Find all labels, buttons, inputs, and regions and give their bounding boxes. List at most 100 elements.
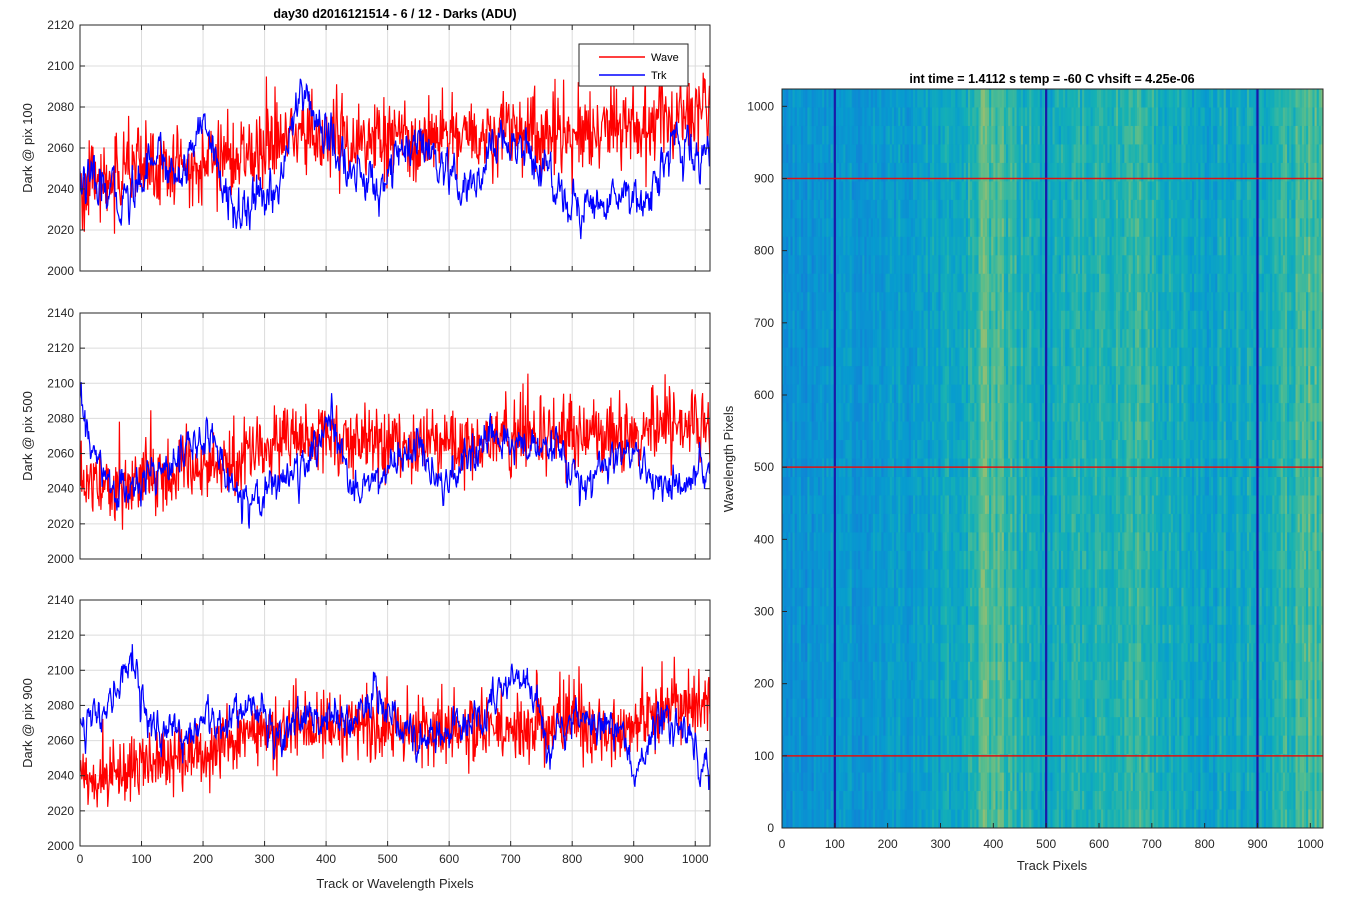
heatmap-cell: [940, 624, 944, 644]
heatmap-cell: [932, 513, 935, 533]
heatmap-cell: [805, 754, 808, 773]
heatmap-cell: [932, 440, 935, 459]
heatmap-cell: [929, 310, 933, 330]
heatmap-cell: [1006, 569, 1009, 589]
heatmap-cell: [963, 218, 967, 238]
heatmap-cell: [894, 772, 897, 792]
heatmap-cell: [830, 661, 834, 681]
heatmap-cell: [788, 273, 791, 293]
heatmap-cell: [796, 495, 800, 515]
heatmap-cell: [929, 569, 933, 589]
heatmap-cell: [963, 532, 967, 552]
heatmap-cell: [974, 144, 977, 164]
heatmap-cell: [847, 162, 851, 182]
heatmap-cell: [883, 144, 886, 164]
heatmap-cell: [959, 661, 963, 681]
heatmap-cell: [1006, 680, 1009, 700]
heatmap-cell: [828, 125, 831, 145]
heatmap-cell: [877, 255, 880, 275]
heatmap-cell: [845, 532, 848, 552]
heatmap-cell: [782, 754, 785, 773]
x-tick-label: 500: [378, 852, 398, 866]
heatmap-cell: [1006, 255, 1009, 275]
heatmap-cell: [851, 791, 855, 810]
heatmap-cell: [991, 329, 994, 349]
heatmap-cell: [891, 329, 895, 349]
heatmap-cell: [889, 310, 893, 330]
heatmap-cell: [925, 532, 929, 552]
heatmap-cell: [915, 772, 918, 792]
heatmap-cell: [904, 643, 908, 663]
heatmap-cell: [1001, 273, 1005, 293]
heatmap-cell: [855, 569, 859, 589]
heatmap-cell: [1016, 107, 1020, 127]
heatmap-cell: [834, 661, 838, 681]
heatmap-cell: [991, 680, 994, 700]
heatmap-cell: [851, 643, 855, 663]
heatmap-cell: [815, 89, 819, 108]
heatmap-cell: [792, 680, 796, 700]
heatmap-cell: [921, 384, 924, 404]
heatmap-cell: [874, 624, 878, 644]
heatmap-cell: [1029, 809, 1032, 829]
heatmap-cell: [784, 476, 787, 496]
heatmap-cell: [817, 162, 821, 182]
heatmap-cell: [889, 218, 893, 238]
heatmap-cell: [801, 199, 804, 219]
heatmap-cell: [790, 366, 793, 386]
heatmap-cell: [836, 292, 840, 312]
heatmap-cell: [934, 366, 937, 386]
heatmap-cell: [921, 513, 924, 533]
heatmap-cell: [872, 791, 876, 810]
heatmap-cell: [925, 384, 929, 404]
heatmap-cell: [824, 550, 827, 570]
heatmap-cell: [1018, 809, 1022, 829]
heatmap-cell: [900, 366, 903, 386]
heatmap-cell: [959, 809, 963, 829]
heatmap-cell: [991, 661, 994, 681]
heatmap-cell: [784, 735, 787, 755]
heatmap-cell: [989, 513, 992, 533]
heatmap-cell: [870, 772, 874, 792]
heatmap-cell: [963, 587, 967, 607]
heatmap-cell: [788, 772, 791, 792]
heatmap-cell: [921, 236, 924, 256]
heatmap-cell: [792, 366, 796, 386]
heatmap-cell: [801, 809, 804, 829]
heatmap-cell: [809, 458, 812, 478]
heatmap-cell: [932, 809, 935, 829]
heatmap-cell: [921, 624, 924, 644]
heatmap-cell: [959, 606, 963, 626]
heatmap-cell: [1006, 162, 1009, 182]
heatmap-cell: [811, 403, 815, 422]
heatmap-cell: [946, 680, 950, 700]
heatmap-cell: [913, 791, 916, 810]
heatmap-cell: [925, 680, 929, 700]
heatmap-cell: [851, 661, 855, 681]
heatmap-cell: [1022, 292, 1026, 312]
heatmap-cell: [860, 698, 863, 718]
heatmap-cell: [894, 107, 897, 127]
heatmap-cell: [864, 495, 867, 515]
heatmap-cell: [948, 107, 952, 127]
heatmap-cell: [790, 384, 793, 404]
heatmap-cell: [1008, 440, 1011, 459]
heatmap-cell: [1010, 329, 1013, 349]
heatmap-cell: [961, 717, 965, 737]
heatmap-cell: [792, 809, 796, 829]
heatmap-cell: [1020, 476, 1024, 496]
heatmap-cell: [870, 403, 874, 422]
heatmap-cell: [798, 624, 802, 644]
heatmap-cell: [1018, 532, 1022, 552]
heatmap-cell: [1003, 310, 1007, 330]
heatmap-cell: [841, 606, 844, 626]
heatmap-cell: [881, 107, 884, 127]
heatmap-cell: [904, 587, 908, 607]
heatmap-cell: [889, 569, 893, 589]
heatmap-cell: [1012, 624, 1015, 644]
heatmap-cell: [836, 513, 840, 533]
heatmap-cell: [978, 107, 982, 127]
heatmap-cell: [889, 273, 893, 293]
heatmap-cell: [1010, 680, 1013, 700]
heatmap-cell: [946, 458, 950, 478]
